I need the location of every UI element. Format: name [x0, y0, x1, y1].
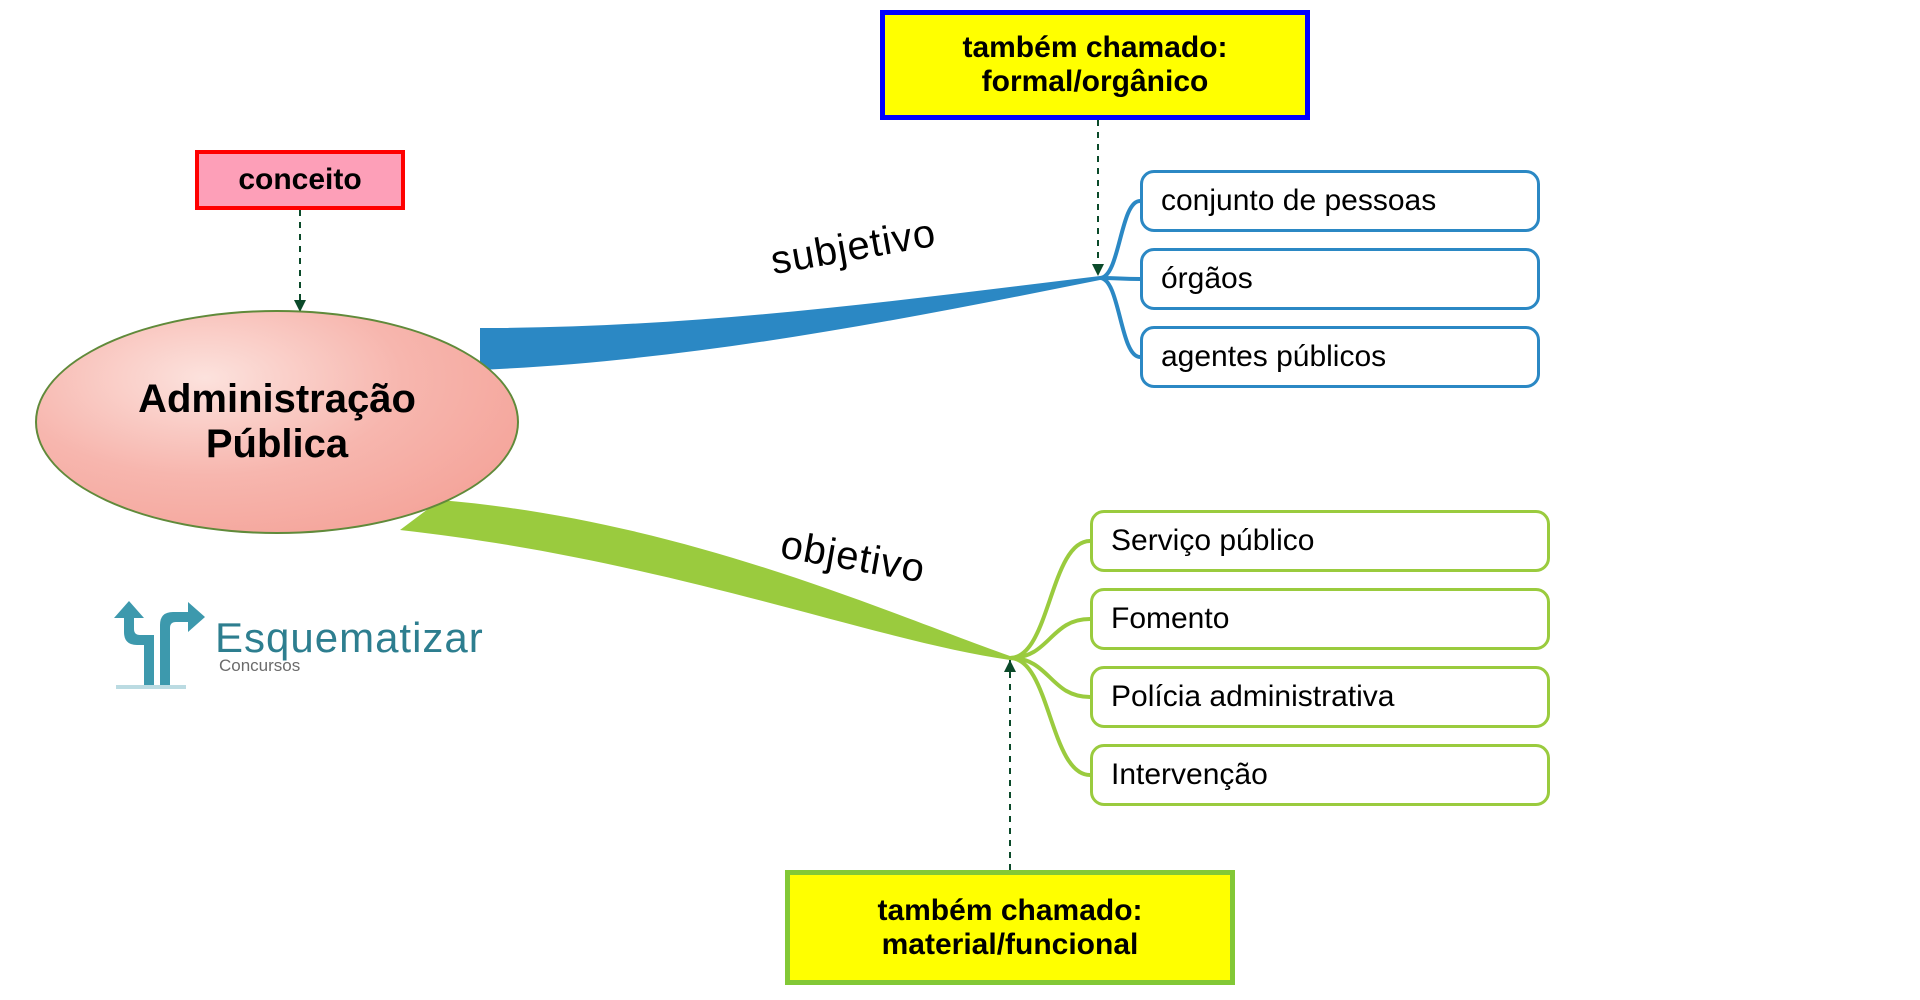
leaf-label: Fomento: [1111, 602, 1229, 636]
callout-formal: também chamado: formal/orgânico: [880, 10, 1310, 120]
leaf-node: conjunto de pessoas: [1140, 170, 1540, 232]
leaf-label: conjunto de pessoas: [1161, 184, 1436, 218]
leaf-node: Fomento: [1090, 588, 1550, 650]
mindmap-stage: Administração Pública conceito também ch…: [0, 0, 1920, 1000]
leaf-label: Intervenção: [1111, 758, 1268, 792]
branch-label-objetivo: objetivo: [777, 523, 928, 593]
root-label: Administração Pública: [138, 377, 416, 467]
logo-arrows-icon: [110, 590, 205, 700]
callout-conceito-label: conceito: [238, 163, 361, 197]
callout-conceito: conceito: [195, 150, 405, 210]
leaf-label: Polícia administrativa: [1111, 680, 1394, 714]
logo-brand: Esquematizar: [215, 614, 484, 662]
branch-label-subjetivo: subjetivo: [767, 211, 939, 284]
leaf-label: agentes públicos: [1161, 340, 1386, 374]
logo: Esquematizar Concursos: [110, 590, 484, 700]
leaf-node: Intervenção: [1090, 744, 1550, 806]
leaf-node: Polícia administrativa: [1090, 666, 1550, 728]
callout-material: também chamado: material/funcional: [785, 870, 1235, 985]
leaf-node: agentes públicos: [1140, 326, 1540, 388]
leaf-label: órgãos: [1161, 262, 1253, 296]
leaf-node: órgãos: [1140, 248, 1540, 310]
logo-text: Esquematizar Concursos: [215, 614, 484, 676]
leaf-label: Serviço público: [1111, 524, 1314, 558]
callout-formal-label: também chamado: formal/orgânico: [962, 31, 1227, 99]
root-node: Administração Pública: [35, 310, 519, 534]
callout-material-label: também chamado: material/funcional: [877, 894, 1142, 962]
leaf-node: Serviço público: [1090, 510, 1550, 572]
